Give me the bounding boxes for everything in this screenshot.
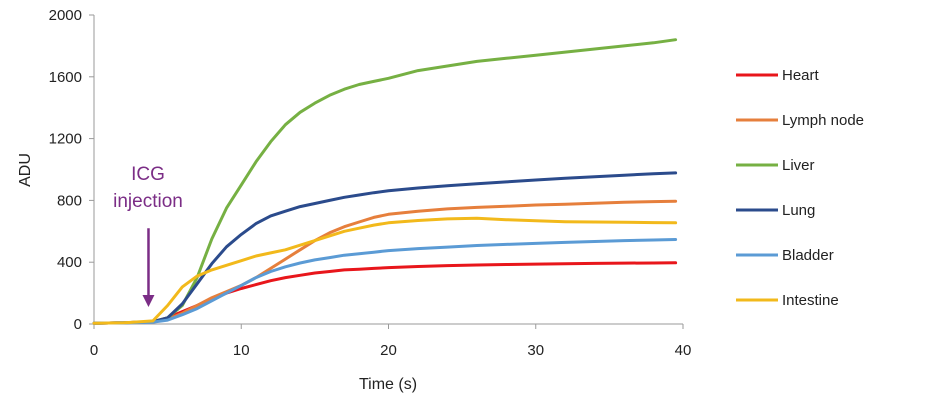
y-tick-label: 400 <box>57 254 82 271</box>
y-tick-label: 0 <box>74 316 82 333</box>
x-tick-label: 0 <box>90 342 98 359</box>
series-layer <box>92 38 678 325</box>
x-tick-label: 10 <box>233 342 250 359</box>
annotation-arrow-head <box>142 295 155 308</box>
y-axis-title: ADU <box>17 153 34 187</box>
legend-label-bladder: Bladder <box>782 247 834 264</box>
axes: 0 400 800 1200 1600 2000 0 10 20 30 40 <box>49 7 692 359</box>
annotation-text-line2: injection <box>113 191 183 212</box>
x-tick-label: 30 <box>527 342 544 359</box>
legend-label-lymph-node: Lymph node <box>782 112 864 129</box>
annotation-text-line1: ICG <box>131 164 165 185</box>
y-tick-label: 2000 <box>49 7 82 24</box>
legend-label-intestine: Intestine <box>782 292 839 309</box>
series-line-intestine <box>92 216 678 325</box>
legend-label-liver: Liver <box>782 157 815 174</box>
legend: Heart Lymph node Liver Lung Bladder Intestine <box>736 67 864 309</box>
legend-label-heart: Heart <box>782 67 820 84</box>
annotation: ICG injection <box>113 164 183 308</box>
series-line-liver <box>92 38 678 325</box>
y-tick-label: 1600 <box>49 69 82 86</box>
legend-label-lung: Lung <box>782 202 815 219</box>
y-tick-label: 1200 <box>49 131 82 148</box>
x-axis-title: Time (s) <box>359 376 417 393</box>
series-line-lymph-node <box>92 199 678 325</box>
series-line-lung <box>92 171 678 325</box>
x-tick-label: 20 <box>380 342 397 359</box>
series-line-bladder <box>92 238 678 325</box>
x-tick-label: 40 <box>675 342 692 359</box>
y-tick-label: 800 <box>57 192 82 209</box>
